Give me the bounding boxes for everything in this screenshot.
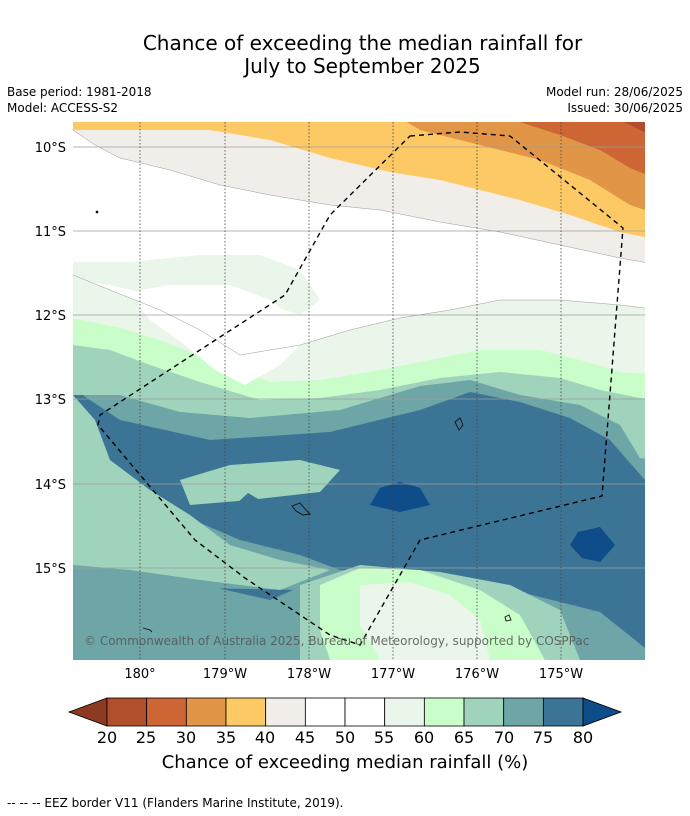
lon-gridlines	[139, 122, 562, 660]
band-25-30	[520, 122, 645, 174]
map-title-line1: Chance of exceeding the median rainfall …	[142, 31, 583, 55]
island-south	[504, 614, 512, 622]
cb-tick-80: 80	[573, 728, 593, 747]
colorbar-extend-high	[582, 697, 623, 727]
colorbar-segment	[423, 697, 465, 727]
eez-border	[97, 131, 624, 646]
band-over-80-center	[370, 482, 430, 512]
band-20-25	[624, 122, 645, 133]
island-west	[291, 502, 311, 516]
colorbar-segment	[503, 697, 544, 727]
lat-gridlines	[73, 146, 645, 569]
band-35-40	[73, 122, 645, 237]
base-period: Base period: 1981-2018	[7, 85, 152, 99]
cb-tick-75: 75	[533, 728, 553, 747]
colorbar-extend-low	[67, 697, 108, 727]
band-over-80-west	[235, 493, 265, 512]
colorbar-segment	[542, 697, 584, 727]
band-65-70-mid	[180, 460, 340, 505]
cb-tick-35: 35	[216, 728, 236, 747]
cb-tick-50: 50	[335, 728, 355, 747]
lon-label-178w: 178°W	[287, 667, 331, 682]
lat-label-10s: 10°S	[35, 141, 66, 156]
lon-label-180: 180°	[124, 667, 155, 682]
island-east	[454, 417, 464, 431]
band-65-70-left	[73, 395, 330, 590]
colorbar-segment	[304, 697, 346, 727]
lat-label-15s: 15°S	[35, 562, 66, 577]
model-name: Model: ACCESS-S2	[7, 101, 119, 115]
cb-tick-70: 70	[494, 728, 514, 747]
lat-label-13s: 13°S	[35, 393, 66, 408]
colorbar-segment	[265, 697, 306, 727]
cb-tick-55: 55	[374, 728, 394, 747]
cb-tick-65: 65	[454, 728, 474, 747]
lon-labels: 180° 179°W 178°W 177°W 176°W 175°W	[124, 667, 583, 682]
map-credit: © Commonwealth of Australia 2025, Bureau…	[84, 634, 589, 648]
contour-lines	[73, 129, 645, 356]
cb-tick-45: 45	[295, 728, 315, 747]
lat-label-14s: 14°S	[35, 478, 66, 493]
band-55-60-south	[360, 582, 490, 660]
lon-label-179w: 179°W	[203, 667, 247, 682]
cb-tick-30: 30	[176, 728, 196, 747]
colorbar-segment	[463, 697, 505, 727]
eez-legend-note: -- -- -- EEZ border V11 (Flanders Marine…	[7, 796, 344, 810]
lat-label-12s: 12°S	[35, 309, 66, 324]
lat-labels: 10°S 11°S 12°S 13°S 14°S 15°S	[35, 141, 66, 577]
colorbar-segment	[146, 697, 187, 727]
lon-label-175w: 175°W	[539, 667, 583, 682]
colorbar-segment	[344, 697, 386, 727]
map-title-line2: July to September 2025	[244, 54, 481, 78]
colorbar-segment	[384, 697, 425, 727]
cb-tick-40: 40	[255, 728, 275, 747]
band-over-80-east	[570, 527, 615, 562]
map-contours: © Commonwealth of Australia 2025, Bureau…	[73, 122, 645, 660]
colorbar-ticks: 20 25 30 35 40 45 50 55 60 65 70 75 80	[97, 728, 593, 747]
issued-date: Issued: 30/06/2025	[567, 101, 683, 115]
cb-tick-25: 25	[136, 728, 156, 747]
band-45-55-island	[138, 285, 300, 385]
islet-northwest	[95, 210, 99, 214]
colorbar-segment	[106, 697, 148, 727]
islands	[95, 210, 512, 633]
cb-tick-20: 20	[97, 728, 117, 747]
cb-tick-60: 60	[414, 728, 434, 747]
colorbar	[67, 697, 623, 727]
lat-label-11s: 11°S	[35, 225, 66, 240]
colorbar-segment	[185, 697, 227, 727]
model-run: Model run: 28/06/2025	[545, 85, 683, 99]
colorbar-label: Chance of exceeding median rainfall (%)	[161, 752, 529, 773]
colorbar-segment	[225, 697, 267, 727]
lon-label-177w: 177°W	[371, 667, 415, 682]
lon-label-176w: 176°W	[455, 667, 499, 682]
island-southwest	[142, 627, 153, 633]
